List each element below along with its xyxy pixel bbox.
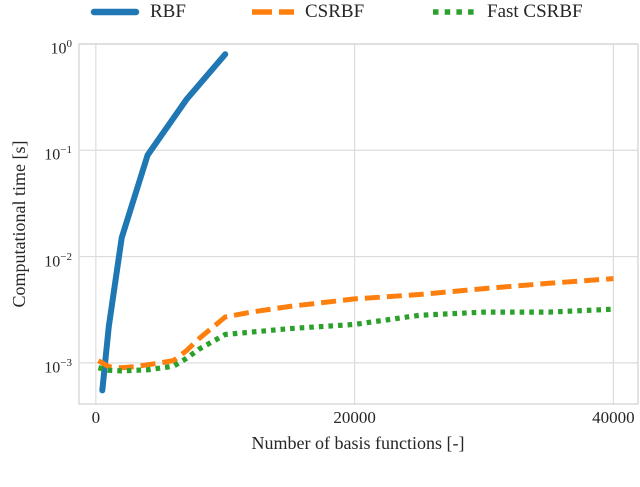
legend-label-rbf: RBF (150, 1, 186, 22)
legend: RBF CSRBF Fast CSRBF (0, 0, 640, 24)
legend-item-rbf: RBF (90, 1, 186, 23)
series-line-rbf (99, 51, 229, 394)
y-tick-label: 100 (50, 38, 73, 58)
x-tick-label: 0 (91, 408, 101, 427)
solid-line-swatch-icon (90, 8, 140, 16)
x-axis-title: Number of basis functions [-] (251, 433, 465, 453)
y-tick-label: 10−1 (44, 144, 72, 164)
y-axis-title: Computational time [s] (9, 140, 29, 308)
legend-item-fast-csrbf: Fast CSRBF (431, 1, 583, 23)
series-line-csrbf (97, 276, 614, 371)
series-line-fast-csrbf (97, 306, 614, 374)
legend-label-fast-csrbf: Fast CSRBF (487, 1, 583, 22)
y-tick-label: 10−2 (44, 250, 72, 270)
legend-item-csrbf: CSRBF (251, 1, 364, 23)
dashed-line-swatch-icon (252, 9, 294, 15)
y-tick-label: 10−3 (44, 356, 72, 377)
legend-label-csrbf: CSRBF (305, 1, 365, 22)
dotted-line-swatch-icon (433, 9, 475, 15)
x-tick-label: 40000 (592, 408, 635, 427)
axes-spines (78, 43, 639, 405)
x-tick-label: 20000 (333, 408, 376, 427)
